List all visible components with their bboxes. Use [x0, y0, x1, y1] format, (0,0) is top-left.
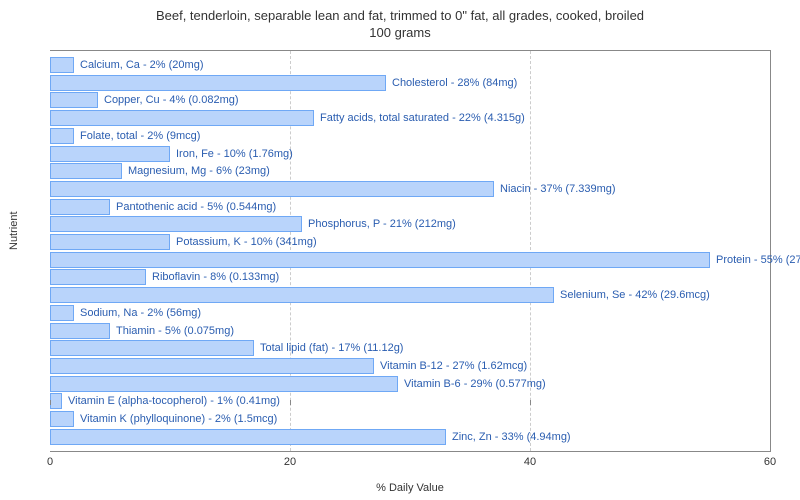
bar-label: Calcium, Ca - 2% (20mg): [74, 57, 203, 73]
x-tick-label: 60: [764, 456, 776, 468]
bar-row: Vitamin B-6 - 29% (0.577mg): [50, 376, 770, 392]
bar-label: Cholesterol - 28% (84mg): [386, 75, 517, 91]
title-line-2: 100 grams: [369, 25, 430, 40]
bar-row: Protein - 55% (27.58g): [50, 252, 770, 268]
nutrient-chart: Beef, tenderloin, separable lean and fat…: [0, 0, 800, 500]
bar-row: Vitamin B-12 - 27% (1.62mcg): [50, 358, 770, 374]
x-tick: [770, 400, 771, 405]
bar-row: Phosphorus, P - 21% (212mg): [50, 216, 770, 232]
bar-row: Iron, Fe - 10% (1.76mg): [50, 146, 770, 162]
bar: [50, 340, 254, 356]
bar-row: Vitamin K (phylloquinone) - 2% (1.5mcg): [50, 411, 770, 427]
x-tick-label: 20: [284, 456, 296, 468]
bar-row: Thiamin - 5% (0.075mg): [50, 323, 770, 339]
bar: [50, 92, 98, 108]
bar: [50, 234, 170, 250]
bar: [50, 393, 62, 409]
bar-label: Copper, Cu - 4% (0.082mg): [98, 92, 239, 108]
bar-row: Vitamin E (alpha-tocopherol) - 1% (0.41m…: [50, 393, 770, 409]
x-tick: [530, 400, 531, 405]
bar: [50, 57, 74, 73]
bar: [50, 305, 74, 321]
bar: [50, 287, 554, 303]
bar-row: Pantothenic acid - 5% (0.544mg): [50, 199, 770, 215]
bar: [50, 411, 74, 427]
bar-row: Potassium, K - 10% (341mg): [50, 234, 770, 250]
bar-row: Magnesium, Mg - 6% (23mg): [50, 163, 770, 179]
bar: [50, 163, 122, 179]
x-tick-label: 40: [524, 456, 536, 468]
bar-label: Phosphorus, P - 21% (212mg): [302, 216, 456, 232]
bar-label: Vitamin B-12 - 27% (1.62mcg): [374, 358, 527, 374]
bar-label: Vitamin B-6 - 29% (0.577mg): [398, 376, 546, 392]
bar-label: Zinc, Zn - 33% (4.94mg): [446, 429, 571, 445]
bar: [50, 358, 374, 374]
bar-label: Total lipid (fat) - 17% (11.12g): [254, 340, 403, 356]
bar-label: Iron, Fe - 10% (1.76mg): [170, 146, 293, 162]
plot-area: Calcium, Ca - 2% (20mg) Cholesterol - 28%…: [50, 50, 771, 452]
bar: [50, 199, 110, 215]
bar-row: Cholesterol - 28% (84mg): [50, 75, 770, 91]
bar: [50, 181, 494, 197]
bar: [50, 128, 74, 144]
bars-container: Calcium, Ca - 2% (20mg) Cholesterol - 28%…: [50, 57, 770, 445]
bar-label: Folate, total - 2% (9mcg): [74, 128, 200, 144]
bar-label: Selenium, Se - 42% (29.6mcg): [554, 287, 710, 303]
chart-title: Beef, tenderloin, separable lean and fat…: [0, 0, 800, 42]
bar: [50, 146, 170, 162]
bar-label: Fatty acids, total saturated - 22% (4.31…: [314, 110, 525, 126]
bar: [50, 75, 386, 91]
y-axis-label: Nutrient: [8, 211, 20, 250]
bar-row: Niacin - 37% (7.339mg): [50, 181, 770, 197]
x-tick: [290, 400, 291, 405]
bar-row: Zinc, Zn - 33% (4.94mg): [50, 429, 770, 445]
bar-row: Calcium, Ca - 2% (20mg): [50, 57, 770, 73]
bar-row: Riboflavin - 8% (0.133mg): [50, 269, 770, 285]
bar-label: Niacin - 37% (7.339mg): [494, 181, 616, 197]
x-tick-label: 0: [47, 456, 53, 468]
bar: [50, 252, 710, 268]
title-line-1: Beef, tenderloin, separable lean and fat…: [156, 8, 644, 23]
bar-label: Riboflavin - 8% (0.133mg): [146, 269, 279, 285]
bar-row: Fatty acids, total saturated - 22% (4.31…: [50, 110, 770, 126]
bar-row: Folate, total - 2% (9mcg): [50, 128, 770, 144]
bar: [50, 376, 398, 392]
bar-label: Vitamin E (alpha-tocopherol) - 1% (0.41m…: [62, 393, 280, 409]
bar-label: Magnesium, Mg - 6% (23mg): [122, 163, 270, 179]
bar-label: Potassium, K - 10% (341mg): [170, 234, 317, 250]
bar: [50, 429, 446, 445]
bar-label: Vitamin K (phylloquinone) - 2% (1.5mcg): [74, 411, 277, 427]
bar: [50, 323, 110, 339]
bar-row: Total lipid (fat) - 17% (11.12g): [50, 340, 770, 356]
bar-label: Protein - 55% (27.58g): [710, 252, 800, 268]
bar-row: Copper, Cu - 4% (0.082mg): [50, 92, 770, 108]
bar-label: Thiamin - 5% (0.075mg): [110, 323, 234, 339]
bar: [50, 110, 314, 126]
x-tick: [50, 400, 51, 405]
bar-label: Pantothenic acid - 5% (0.544mg): [110, 199, 276, 215]
bar-row: Sodium, Na - 2% (56mg): [50, 305, 770, 321]
bar-label: Sodium, Na - 2% (56mg): [74, 305, 201, 321]
bar: [50, 269, 146, 285]
bar: [50, 216, 302, 232]
bar-row: Selenium, Se - 42% (29.6mcg): [50, 287, 770, 303]
x-axis-label: % Daily Value: [50, 482, 770, 494]
